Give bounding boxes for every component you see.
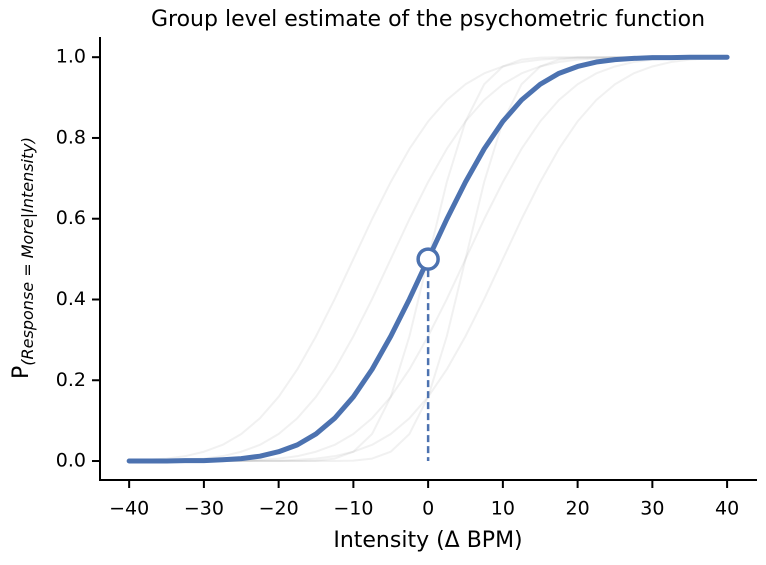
x-tick-label: 30	[640, 498, 664, 520]
y-tick-label: 0.6	[56, 207, 86, 229]
x-tick-label: −10	[333, 498, 373, 520]
x-tick-label: 40	[715, 498, 739, 520]
y-axis-label: P(Response = More|Intensity)	[9, 137, 37, 379]
y-tick-label: 0.4	[56, 288, 86, 310]
y-label-sub: (Response = More|Intensity)	[18, 137, 37, 366]
x-tick-label: 10	[491, 498, 515, 520]
x-tick-label: −20	[259, 498, 299, 520]
y-tick-label: 0.0	[56, 450, 86, 472]
y-tick-label: 1.0	[56, 46, 86, 68]
chart-title: Group level estimate of the psychometric…	[151, 7, 705, 32]
threshold-point	[416, 247, 440, 271]
x-axis-label: Intensity (Δ BPM)	[333, 528, 522, 553]
y-tick-label: 0.8	[56, 126, 86, 148]
x-tick-label: 0	[422, 498, 434, 520]
x-tick-label: −40	[109, 498, 149, 520]
x-tick-label: 20	[566, 498, 590, 520]
y-tick-label: 0.2	[56, 369, 86, 391]
x-tick-label: −30	[184, 498, 224, 520]
y-label-main: P	[9, 366, 34, 379]
